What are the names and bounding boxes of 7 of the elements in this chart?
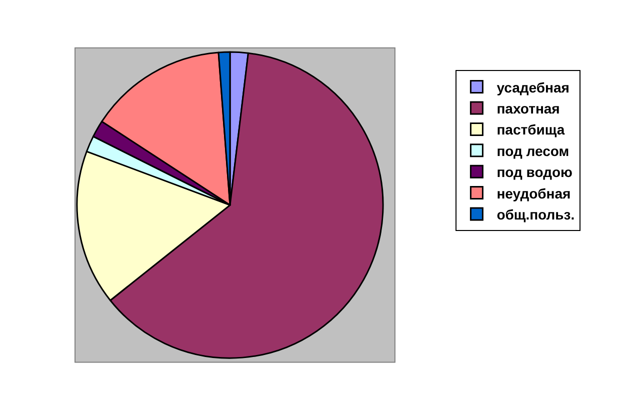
legend-label: пахотная xyxy=(496,100,560,116)
legend-label: неудобная xyxy=(496,185,571,202)
legend-label: под водою xyxy=(496,164,573,180)
legend-label: общ.польз. xyxy=(496,206,575,222)
legend-label: усадебная xyxy=(496,79,570,96)
legend-label: под лесом xyxy=(496,142,570,159)
legend-label: пастбища xyxy=(496,122,565,138)
